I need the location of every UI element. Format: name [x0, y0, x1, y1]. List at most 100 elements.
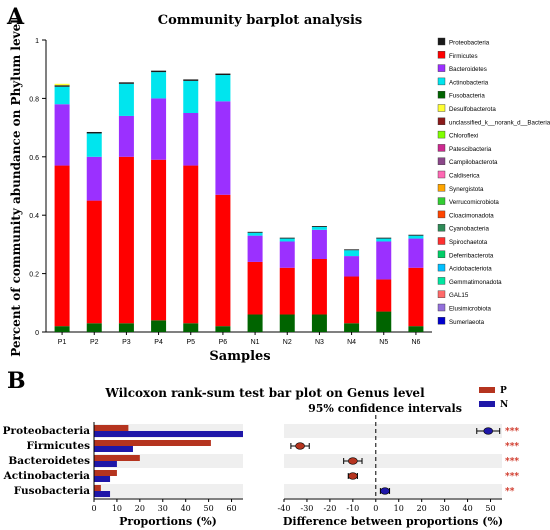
- bar-segment: [183, 80, 199, 113]
- proportion-bar: [94, 491, 111, 497]
- x-tick-label: P5: [186, 339, 195, 346]
- difference-point: [380, 487, 390, 495]
- legend-swatch: [437, 250, 446, 259]
- bar-segment: [311, 229, 327, 259]
- bar-segment: [215, 194, 231, 327]
- panel-a-letter: A: [6, 4, 25, 30]
- legend-label: Cloacimonadota: [449, 212, 494, 219]
- bar-segment: [247, 261, 263, 315]
- bar-segment: [118, 156, 134, 324]
- x-tick-label: 50: [204, 504, 214, 513]
- phylum-legend: Proteobacteria Firmicutes Bacteroidetes Act…: [437, 37, 550, 326]
- difference-point: [483, 427, 494, 435]
- bar-segment: [54, 85, 70, 87]
- significance-marker: ***: [505, 457, 519, 467]
- x-tick-label: P2: [90, 339, 99, 346]
- bar-segment: [54, 165, 70, 327]
- bar-segment: [86, 200, 102, 324]
- bar-segment: [311, 226, 327, 227]
- bar-segment: [151, 98, 167, 160]
- legend-swatch: [437, 90, 446, 99]
- bar-segment: [86, 133, 102, 157]
- significance-marker: ***: [505, 442, 519, 452]
- bar-segment: [86, 323, 102, 332]
- category-label: Actinobacteria: [3, 470, 91, 482]
- legend-label: Firmicutes: [449, 53, 478, 60]
- bar-segment: [118, 83, 134, 116]
- x-tick-label: P3: [122, 339, 131, 346]
- legend-label: GAL15: [449, 292, 469, 299]
- difference-point: [295, 442, 305, 450]
- x-tick-label: 40: [181, 504, 191, 513]
- y-tick-label: 0.2: [29, 272, 39, 279]
- bar-segment: [376, 241, 392, 280]
- bar-segment: [408, 267, 424, 327]
- x-tick-label: 40: [462, 504, 472, 513]
- difference-point: [348, 457, 358, 465]
- significance-marker: ***: [505, 472, 519, 482]
- bar-segment: [408, 234, 424, 236]
- y-tick-label: 0: [35, 330, 39, 337]
- legend-swatch: [437, 184, 446, 192]
- proportions-bar-plot: Proteobacteria Firmicutes Bacteroidetes Act…: [3, 422, 243, 513]
- bar-segment: [118, 82, 134, 84]
- legend-label: Caldiserica: [449, 173, 480, 180]
- legend-swatch: [437, 290, 446, 298]
- legend-label: N: [500, 400, 508, 410]
- bar-segment: [54, 104, 70, 166]
- bar-segment: [54, 326, 70, 332]
- x-tick-label: P1: [58, 339, 67, 346]
- significance-marker: **: [505, 487, 515, 497]
- bar-segment: [151, 70, 167, 73]
- legend-swatch: [437, 130, 446, 139]
- x-tick-label: N6: [411, 339, 420, 346]
- legend-label: Fusobacteria: [449, 93, 485, 100]
- bar-segment: [183, 79, 199, 81]
- x-tick-label: N1: [251, 339, 260, 346]
- bar-segment: [376, 279, 392, 312]
- bar-segment: [344, 256, 360, 277]
- bar-segment: [183, 113, 199, 166]
- legend-label: Verrucomicrobiota: [449, 199, 499, 206]
- legend-swatch: [437, 263, 446, 272]
- legend-swatch: [437, 157, 446, 165]
- category-label: Proteobacteria: [3, 425, 91, 437]
- bar-segment: [376, 311, 392, 332]
- x-tick-label: 0: [91, 504, 96, 513]
- bar-segment: [247, 232, 263, 236]
- category-label: Fusobacteria: [14, 485, 90, 497]
- bar-segment: [215, 326, 231, 332]
- legend-swatch: [437, 144, 446, 152]
- legend-label: Deferribacterota: [449, 252, 494, 259]
- bar-segment: [86, 131, 102, 134]
- x-tick-label: -10: [346, 504, 359, 513]
- bar-segment: [344, 249, 360, 251]
- proportion-bar: [94, 485, 101, 491]
- x-tick-label: 30: [440, 504, 450, 513]
- x-tick-label: 10: [394, 504, 404, 513]
- legend-label: Elusimicrobiota: [449, 306, 492, 313]
- bar-segment: [183, 165, 199, 324]
- bar-segment: [54, 83, 70, 86]
- category-label: Firmicutes: [26, 440, 90, 452]
- legend-label: Proteobacteria: [449, 40, 490, 47]
- legend-label: Synergistota: [449, 186, 484, 193]
- bar-segment: [54, 86, 70, 105]
- legend-label: Sumerlaeota: [449, 319, 485, 326]
- bar-segment: [183, 323, 199, 332]
- x-tick-label: P6: [219, 339, 228, 346]
- bar-segment: [151, 320, 167, 332]
- legend-label: Chloroflexi: [449, 133, 478, 140]
- legend-swatch: [437, 317, 446, 325]
- proportions-xlabel: Proportions (%): [119, 515, 217, 528]
- bar-segment: [311, 226, 327, 230]
- x-tick-label: N3: [315, 339, 324, 346]
- bar-segment: [344, 323, 360, 332]
- legend-swatch: [437, 277, 446, 285]
- bar-segment: [118, 115, 134, 157]
- legend-swatch: [437, 51, 446, 59]
- stacked-bar-plot: 0 0.2 0.4 0.6 0.8 1 P1 P2 P3 P4 P5 P6 N1 N2 N3 N4 N5 N6: [29, 38, 432, 346]
- proportion-bar: [94, 425, 129, 431]
- x-tick-label: 30: [158, 504, 168, 513]
